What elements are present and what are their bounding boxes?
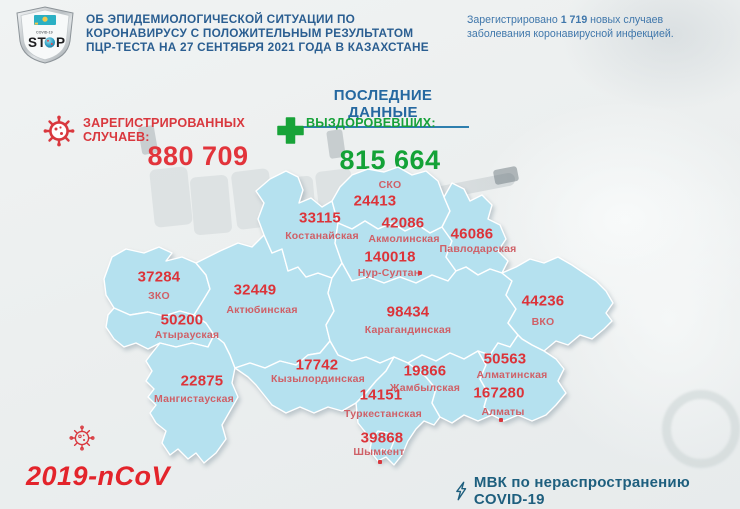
map-region-almaty: [477, 334, 567, 422]
title-line-2: КОРОНАВИРУСУ С ПОЛОЖИТЕЛЬНЫМ РЕЗУЛЬТАТОМ: [86, 26, 414, 40]
shield-icon: COVID-19 ST P: [16, 6, 74, 64]
city-marker-nursultan: [418, 271, 422, 275]
map-region-vko: [501, 256, 614, 352]
registered-label-line1: ЗАРЕГИСТРИРОВАННЫХ: [83, 116, 246, 130]
region-name-akmola: Акмолинская: [368, 233, 440, 245]
region-value-shymkent: 39868: [360, 429, 404, 447]
region-value-zhambyl: 19866: [403, 362, 447, 380]
new-cases-line2: заболевания коронавирусной инфекцией.: [467, 27, 674, 40]
region-name-mangystau: Мангистауская: [154, 393, 234, 405]
region-value-zko: 37284: [137, 268, 181, 286]
region-name-zko: ЗКО: [148, 290, 170, 302]
region-name-almaty_city: Алматы: [481, 406, 525, 418]
recovered-label: ВЫЗДОРОВЕВШИХ:: [306, 116, 436, 130]
region-value-akmola: 42086: [381, 214, 425, 232]
region-name-shymkent: Шымкент: [353, 446, 405, 458]
region-name-vko: ВКО: [531, 316, 555, 328]
region-value-almaty_region: 50563: [483, 350, 527, 368]
logo-small-text: COVID-19: [36, 31, 53, 35]
region-value-aktobe: 32449: [233, 281, 277, 299]
region-value-almaty_city: 167280: [473, 384, 525, 402]
region-name-sko: СКО: [378, 179, 402, 191]
region-value-mangystau: 22875: [180, 372, 224, 390]
stop-covid-logo: COVID-19 ST P: [14, 6, 76, 69]
region-name-karaganda: Карагандинская: [364, 324, 452, 336]
registered-label-line2: СЛУЧАЕВ:: [83, 130, 150, 144]
region-value-sko: 24413: [353, 192, 397, 210]
region-value-kyzylorda: 17742: [295, 356, 339, 374]
committee-banner: МВК по нераспространению COVID-19: [455, 474, 740, 508]
committee-text: МВК по нераспространению COVID-19: [473, 474, 690, 508]
note-prefix: Зарегистрировано: [467, 14, 558, 26]
new-cases-line1: Зарегистрировано 1 719 новых случаев: [467, 14, 729, 28]
region-name-kostanay: Костанайская: [285, 230, 359, 242]
svg-text:ST: ST: [28, 35, 47, 50]
page-title: ОБ ЭПИДЕМИОЛОГИЧЕСКОЙ СИТУАЦИИ ПО КОРОНА…: [86, 12, 456, 54]
region-name-kyzylorda: Кызылординская: [271, 373, 365, 385]
plus-icon: [277, 117, 304, 144]
lightning-icon: [456, 481, 467, 501]
region-value-atyrau: 50200: [160, 311, 204, 329]
kazakhstan-map: 24413 СКО 33115 Костанайская 42086 Акмолинска…: [60, 163, 700, 473]
map-region-shymkent: [369, 430, 395, 456]
note-suffix: новых случаев: [590, 14, 664, 26]
region-name-nursultan: Нур-Султан: [357, 267, 421, 279]
region-name-aktobe: Актюбинская: [226, 304, 298, 316]
region-value-nursultan: 140018: [364, 248, 416, 266]
region-value-vko: 44236: [521, 292, 565, 310]
title-line-1: ОБ ЭПИДЕМИОЛОГИЧЕСКОЙ СИТУАЦИИ ПО: [86, 12, 356, 26]
map-region-pavlodar: [441, 182, 509, 276]
region-value-kostanay: 33115: [299, 209, 341, 227]
map-labels: 24413 СКО 33115 Костанайская 42086 Акмолинска…: [60, 163, 700, 473]
region-name-turkestan: Туркестанская: [344, 408, 422, 420]
region-name-atyrau: Атырауская: [154, 329, 220, 341]
region-name-almaty_region: Алматинская: [476, 369, 548, 381]
note-count: 1 719: [560, 14, 588, 26]
region-name-pavlodar: Павлодарская: [439, 243, 517, 255]
globe-icon: [44, 37, 55, 48]
city-marker-almaty_city: [499, 418, 503, 422]
registered-label: ЗАРЕГИСТРИРОВАННЫХ СЛУЧАЕВ:: [83, 116, 245, 144]
region-name-zhambyl: Жамбылская: [389, 382, 461, 394]
title-line-3: ПЦР-ТЕСТА НА 27 СЕНТЯБРЯ 2021 ГОДА В КАЗ…: [86, 40, 429, 54]
region-value-karaganda: 98434: [386, 303, 430, 321]
latest-data-heading: ПОСЛЕДНИЕ ДАННЫЕ: [297, 87, 469, 128]
region-value-turkestan: 14151: [359, 386, 403, 404]
city-marker-shymkent: [378, 460, 382, 464]
virus-icon: [43, 115, 75, 147]
virus-outline-icon: [69, 425, 95, 451]
region-value-pavlodar: 46086: [450, 225, 494, 243]
registered-value: 880 709: [147, 141, 249, 171]
virus-name-label: 2019-nCoV: [26, 461, 171, 491]
new-cases-note: Зарегистрировано 1 719 новых случаев заб…: [467, 14, 729, 41]
svg-text:P: P: [56, 35, 65, 50]
